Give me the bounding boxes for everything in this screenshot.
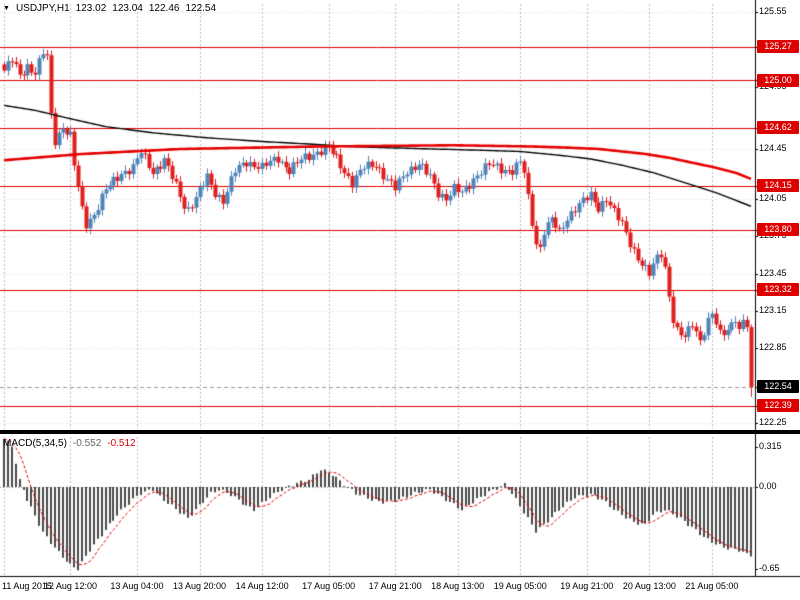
- symbol-timeframe-label: USDJPY,H1: [15, 3, 70, 14]
- panel-divider[interactable]: [0, 430, 800, 434]
- high-value: 123.04: [112, 3, 143, 14]
- close-value: 122.54: [185, 3, 217, 14]
- macd-indicator-header: MACD(5,34,5) -0.552 -0.512: [3, 438, 136, 449]
- macd-indicator-label: MACD(5,34,5): [3, 438, 67, 449]
- collapse-triangle-icon[interactable]: ▼: [3, 4, 10, 12]
- macd-signal-value: -0.512: [107, 438, 136, 449]
- chart-ohlc-header: ▼ USDJPY,H1 123.02 123.04 122.46 122.54: [3, 3, 216, 14]
- macd-main-value: -0.552: [72, 438, 102, 449]
- low-value: 122.46: [148, 3, 180, 14]
- open-value: 123.02: [75, 3, 107, 14]
